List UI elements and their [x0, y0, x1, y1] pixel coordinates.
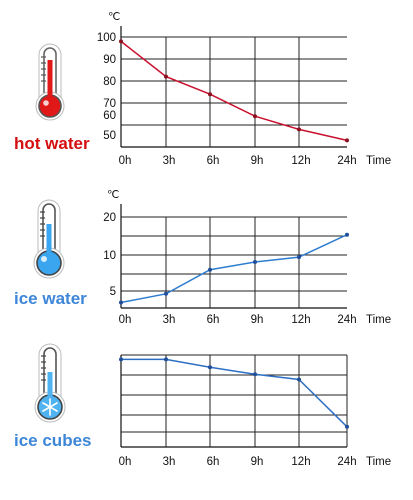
snowflake-icon [42, 398, 58, 416]
data-point [253, 260, 257, 264]
data-point [345, 424, 349, 429]
x-tick-label: 0h [119, 155, 132, 167]
panel-label-hot-water: hot water [14, 134, 90, 153]
y-tick-label: 70 [103, 98, 116, 110]
series-line [120, 40, 348, 142]
series-line [121, 358, 348, 428]
y-tick-label: 90 [103, 54, 116, 66]
data-point [119, 39, 123, 44]
panel-ice-cubes: ice cubes 0h 3h 6h 9h 12h 24h Time [14, 343, 391, 468]
data-point [119, 300, 123, 305]
series-ice-cubes [119, 357, 349, 429]
y-unit-label: ℃ [107, 189, 119, 201]
data-point [164, 74, 168, 79]
grid [121, 216, 347, 308]
data-point [297, 377, 301, 382]
x-tick-label: 24h [337, 155, 356, 167]
data-point [253, 372, 257, 377]
panel-hot-water: hot water ℃ 100 90 80 70 60 50 0h 3h 6h [14, 11, 391, 167]
panel-label-ice-cubes: ice cubes [14, 431, 92, 450]
x-tick-label: 24h [337, 456, 356, 468]
x-tick-label: 6h [207, 314, 220, 326]
data-point [208, 267, 212, 272]
data-point [164, 291, 168, 296]
y-tick-label: 20 [103, 212, 116, 224]
x-tick-label: 12h [291, 155, 310, 167]
panel-ice-water: ice water ℃ 20 10 5 0h 3h 6h 9h 12h 24h [14, 189, 391, 326]
data-point [345, 232, 349, 237]
x-axis-title: Time [366, 314, 391, 326]
series-hot-water [119, 39, 349, 143]
panel-label-ice-water: ice water [14, 289, 87, 308]
data-point [208, 365, 212, 370]
x-axis-title: Time [366, 456, 391, 468]
x-tick-label: 9h [251, 155, 264, 167]
x-axis-title: Time [366, 155, 391, 167]
x-tick-label: 12h [291, 314, 310, 326]
x-tick-label: 3h [163, 155, 176, 167]
data-point [297, 255, 301, 260]
data-point [253, 114, 257, 119]
y-tick-label: 80 [103, 76, 116, 88]
data-point [119, 357, 123, 362]
series-line [120, 234, 348, 304]
x-tick-label: 0h [119, 314, 132, 326]
x-tick-labels: 0h 3h 6h 9h 12h 24h [119, 155, 357, 167]
x-tick-label: 6h [207, 155, 220, 167]
x-tick-labels: 0h 3h 6h 9h 12h 24h [119, 314, 357, 326]
y-tick-labels: 100 90 80 70 60 50 [97, 32, 116, 142]
x-tick-label: 9h [251, 456, 264, 468]
y-unit-label: ℃ [108, 11, 120, 23]
x-tick-label: 24h [337, 314, 356, 326]
x-tick-label: 3h [163, 314, 176, 326]
y-tick-label: 50 [103, 130, 116, 142]
x-tick-label: 3h [163, 456, 176, 468]
y-tick-label: 5 [110, 286, 116, 298]
x-tick-labels: 0h 3h 6h 9h 12h 24h [119, 456, 357, 468]
series-ice-water [119, 232, 349, 305]
x-tick-label: 9h [251, 314, 264, 326]
y-tick-label: 10 [103, 250, 116, 262]
data-point [208, 92, 212, 97]
data-point [297, 127, 301, 132]
y-tick-label: 100 [97, 32, 116, 44]
x-tick-label: 6h [207, 456, 220, 468]
x-tick-label: 0h [119, 456, 132, 468]
y-tick-labels: 20 10 5 [103, 212, 116, 298]
thermometer-red-icon [35, 43, 65, 121]
thermometer-ice-icon [34, 343, 66, 423]
grid [121, 354, 348, 447]
data-point [164, 357, 168, 362]
data-point [345, 138, 349, 143]
grid [121, 36, 347, 147]
thermometer-blue-icon [33, 199, 65, 279]
x-tick-label: 12h [291, 456, 310, 468]
y-tick-label: 60 [103, 110, 116, 122]
